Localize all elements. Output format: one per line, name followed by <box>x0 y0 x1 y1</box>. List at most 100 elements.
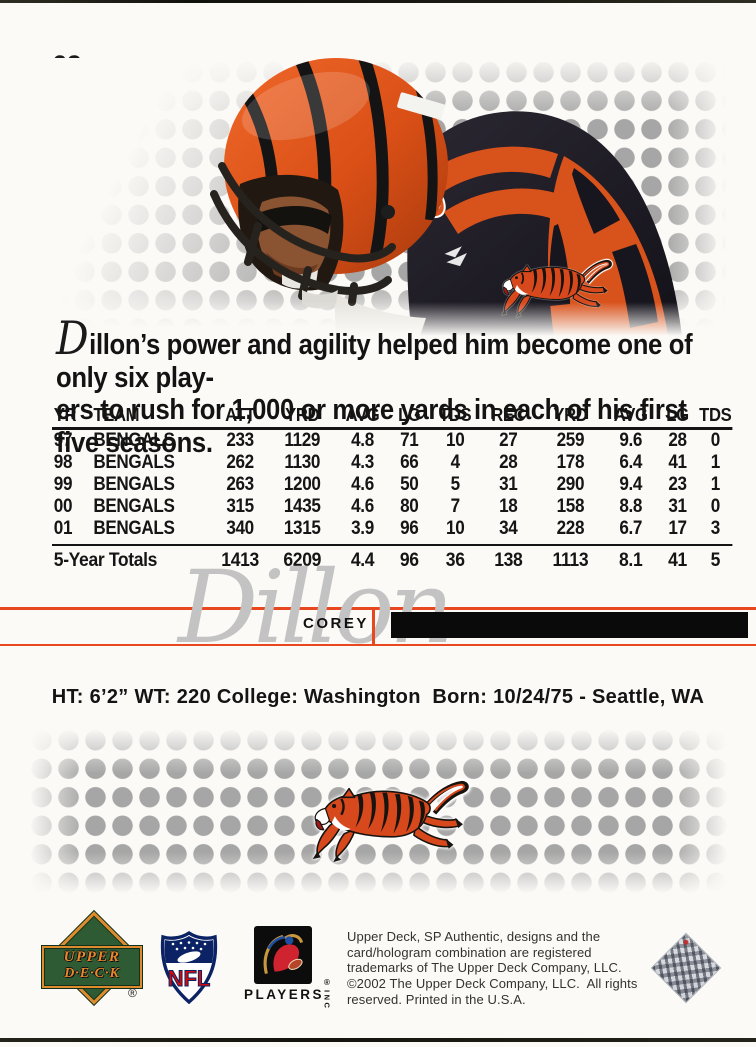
stats-cell: 4.4 <box>350 549 375 572</box>
stats-cell: 23 <box>668 473 687 495</box>
stats-cell: 0 <box>710 430 721 452</box>
reebok-logo <box>444 246 467 267</box>
drop-cap-initial: D <box>56 311 89 365</box>
stats-cell: 96 <box>400 517 419 539</box>
stats-cell: 6.7 <box>619 517 643 539</box>
stats-cell: 17 <box>668 517 687 539</box>
stats-cell: 5 <box>710 549 721 572</box>
player-last-name-script: Dillon <box>178 549 454 666</box>
bengals-helmet <box>210 58 448 309</box>
bengals-tiger-logo <box>308 764 474 867</box>
players-label: PLAYERS <box>244 987 325 1002</box>
stats-cell: 4.8 <box>351 430 374 452</box>
legal-text: Upper Deck, SP Authentic, designs and th… <box>347 929 638 1007</box>
helmet-ear-hole <box>381 205 395 219</box>
nfl-shield-logo: NFL <box>160 930 218 1004</box>
stats-cell: REC <box>491 403 526 425</box>
stats-cell: AVG <box>345 403 380 425</box>
stats-cell: LG <box>666 403 689 425</box>
stats-totals-row: 5-Year Totals 1413 6209 4.4 96 36 138 1113 8.1 41… <box>52 543 733 573</box>
stats-row: 01 BENGALS 340 1315 3.9 96 10 34 228 6.7 17 3 <box>52 517 732 539</box>
stats-cell: TEAM <box>93 403 140 425</box>
stats-cell: 00 <box>53 495 73 517</box>
helmet-label <box>397 92 445 120</box>
stats-cell: 6.4 <box>619 452 643 474</box>
stats-cell: 9.6 <box>619 430 643 452</box>
stats-cell: 9.4 <box>619 473 643 495</box>
stats-cell: BENGALS <box>93 473 175 495</box>
stats-cell: 98 <box>53 452 73 474</box>
stats-row: 98 BENGALS 262 1130 4.3 66 4 28 178 6.4 41 1 <box>52 452 732 474</box>
stats-cell: 36 <box>445 549 465 572</box>
stats-cell: 4.6 <box>351 495 374 517</box>
stats-table: YR TEAM ATT YRD AVG LG TDS REC YRD AVG LG TDS 97 BEN… <box>52 403 733 573</box>
card-bottom-edge <box>0 1038 756 1042</box>
stats-cell: 263 <box>226 473 254 495</box>
stats-cell: TDS <box>699 403 732 425</box>
stats-cell: 66 <box>400 452 419 474</box>
stats-cell: 99 <box>53 473 73 495</box>
name-band-divider <box>372 607 375 646</box>
stats-cell: YRD <box>553 403 588 425</box>
player-first-name: COREY <box>303 615 369 632</box>
stats-cell: 41 <box>668 549 687 572</box>
stats-header-row: YR TEAM ATT YRD AVG LG TDS REC YRD AVG LG TDS <box>52 403 733 430</box>
stats-cell: BENGALS <box>93 495 175 517</box>
stats-row: 99 BENGALS 263 1200 4.6 50 5 31 290 9.4 23 1 <box>52 474 732 496</box>
stats-cell: 1113 <box>552 549 589 572</box>
stats-cell: 1315 <box>283 517 321 539</box>
stats-row: 00 BENGALS 315 1435 4.6 80 7 18 158 8.8 31 0 <box>52 495 732 517</box>
stats-cell: 28 <box>668 430 687 452</box>
stats-cell: 31 <box>499 473 518 495</box>
upper-deck-word-deck: D·E·C·K <box>64 966 120 981</box>
player-bio: HT: 6’2” WT: 220 College: Washington Bor… <box>51 686 705 708</box>
halftone-dots-middle <box>28 726 728 896</box>
stats-cell: 8.1 <box>619 549 643 572</box>
nfl-letters: NFL <box>168 966 211 991</box>
stats-cell: 158 <box>556 495 585 517</box>
facemask <box>210 162 396 306</box>
stats-cell: 1413 <box>221 549 259 572</box>
football-icon <box>177 951 201 963</box>
stats-cell: 178 <box>556 452 585 474</box>
stats-cell: BENGALS <box>93 517 175 539</box>
stats-cell: 1200 <box>283 473 321 495</box>
stats-cell: BENGALS <box>93 452 175 474</box>
stats-cell: 71 <box>400 430 419 452</box>
stats-cell: ATT <box>225 403 256 425</box>
stats-cell: 1130 <box>284 452 321 474</box>
stats-cell: 259 <box>556 430 585 452</box>
stats-cell: 27 <box>499 430 518 452</box>
description-line2: ers to rush for 1,000 or more yards in e… <box>56 394 687 459</box>
stats-cell: 7 <box>450 495 461 517</box>
stats-cell: 97 <box>53 430 73 452</box>
hologram-sticker <box>648 930 722 1004</box>
name-band-line-bottom <box>0 643 756 646</box>
name-band-black-bar <box>391 612 748 638</box>
description-line1: illon’s power and agility helped him bec… <box>56 329 693 394</box>
stats-row: 97 BENGALS 233 1129 4.8 71 10 27 259 9.6 28 0 <box>52 430 732 452</box>
stats-cell: AVG <box>613 403 648 425</box>
upper-deck-word-upper: UPPER <box>63 949 121 965</box>
stats-cell: 340 <box>226 517 254 539</box>
stats-cell: 80 <box>400 495 419 517</box>
stats-cell: 10 <box>446 517 465 539</box>
stats-cell: 6209 <box>283 549 322 572</box>
stats-cell: 28 <box>499 452 518 474</box>
stats-cell: TDS <box>439 403 472 425</box>
stats-cell: 1129 <box>284 430 321 452</box>
registered-mark: ® <box>324 978 330 987</box>
stats-cell: 1 <box>710 452 721 474</box>
football-icon <box>288 958 303 970</box>
stats-cell: LG <box>398 403 421 425</box>
stats-cell: 4.3 <box>351 452 374 474</box>
name-band-line-top <box>0 607 756 610</box>
stats-cell: BENGALS <box>93 430 175 452</box>
players-inc-label: INC <box>322 990 332 1011</box>
card-description: Dillon’s power and agility helped him be… <box>56 315 715 459</box>
stats-cell: 4.6 <box>351 473 374 495</box>
stats-cell: 228 <box>556 517 585 539</box>
stats-cell: 138 <box>494 549 523 572</box>
stats-cell: YRD <box>285 403 320 425</box>
